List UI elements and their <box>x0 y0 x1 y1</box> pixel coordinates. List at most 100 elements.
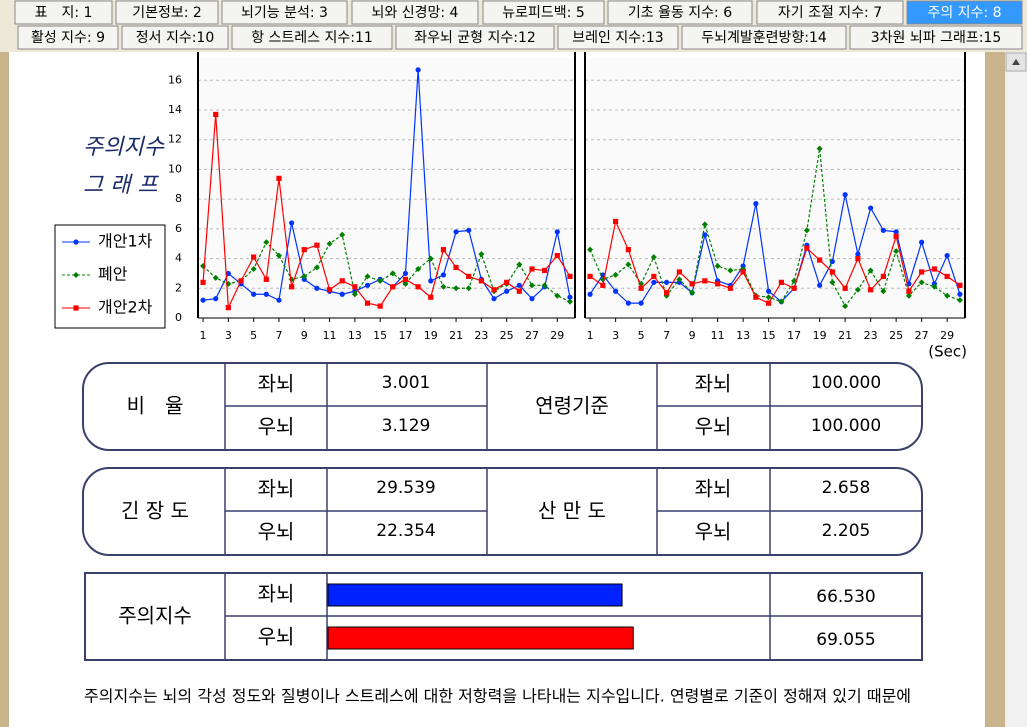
point <box>664 279 670 285</box>
value: 2.205 <box>822 521 871 541</box>
tab[interactable] <box>231 25 393 50</box>
point <box>491 287 497 293</box>
table-label: 산 만 도 <box>538 499 606 523</box>
x-tick-label: 15 <box>762 329 776 342</box>
tab-label[interactable]: 뉴로피드백: 5 <box>502 5 584 21</box>
x-tick-label: 19 <box>424 329 438 342</box>
x-tick-label: 1 <box>200 329 207 342</box>
point <box>613 288 619 294</box>
x-tick-label: 7 <box>275 329 282 342</box>
tab-label[interactable]: 자기 조절 지수: 7 <box>778 5 882 21</box>
tab-label[interactable]: 주의 지수: 8 <box>927 5 1001 21</box>
x-tick-label: 3 <box>612 329 619 342</box>
side-label: 우뇌 <box>695 520 732 544</box>
tab[interactable] <box>681 25 847 50</box>
point <box>740 269 746 275</box>
point <box>528 282 535 289</box>
point <box>689 281 695 287</box>
bar <box>327 626 634 650</box>
point <box>638 285 644 291</box>
tab[interactable] <box>849 25 1023 50</box>
tab[interactable] <box>221 0 348 25</box>
legend-label: 개안2차 <box>98 298 153 317</box>
point <box>880 273 886 279</box>
point <box>504 288 510 294</box>
point <box>854 286 861 293</box>
tab[interactable] <box>906 0 1023 25</box>
tab[interactable] <box>557 25 679 50</box>
tab-label[interactable]: 항 스트레스 지수:11 <box>251 30 373 46</box>
point <box>880 227 886 233</box>
x-tick-label: 13 <box>736 329 750 342</box>
point <box>427 255 434 262</box>
point <box>364 300 371 306</box>
graph-title: 그 래 프 <box>83 173 159 198</box>
tab-label[interactable]: 두뇌계발훈련방향:14 <box>701 30 827 46</box>
point <box>276 175 282 181</box>
tab-label[interactable]: 뇌와 신경망: 4 <box>372 5 459 21</box>
point <box>625 247 631 253</box>
tab-label[interactable]: 좌우뇌 균형 지수:12 <box>414 30 536 46</box>
point <box>868 287 874 293</box>
tab[interactable] <box>115 0 219 25</box>
point <box>893 248 900 255</box>
point <box>829 269 835 275</box>
y-tick-label: 8 <box>175 192 182 205</box>
x-tick-label: 1 <box>587 329 594 342</box>
x-tick-label: 9 <box>301 329 308 342</box>
point <box>402 276 409 282</box>
tab[interactable] <box>395 25 555 50</box>
tab-label[interactable]: 3차원 뇌파 그래프:15 <box>871 30 1002 46</box>
tab-label[interactable]: 활성 지수: 9 <box>31 30 105 46</box>
point <box>855 251 861 257</box>
point <box>453 264 459 271</box>
tab[interactable] <box>121 25 229 50</box>
point <box>766 288 772 294</box>
tab[interactable] <box>17 25 119 50</box>
point <box>313 264 320 271</box>
point <box>778 279 784 285</box>
tab-label[interactable]: 브레인 지수:13 <box>572 30 663 46</box>
x-tick-label: 17 <box>398 329 412 342</box>
point <box>478 251 485 258</box>
plot-area <box>198 58 575 318</box>
tab[interactable] <box>351 0 479 25</box>
side-label: 좌뇌 <box>258 582 295 606</box>
tab-label[interactable]: 뇌기능 분석: 3 <box>241 5 328 21</box>
tab[interactable] <box>756 0 904 25</box>
point <box>931 266 937 272</box>
tab-label[interactable]: 표 지: 1 <box>35 5 93 21</box>
point <box>701 221 708 228</box>
x-tick-label: 19 <box>813 329 827 342</box>
point <box>351 291 358 298</box>
point <box>213 296 219 302</box>
tab[interactable] <box>607 0 753 25</box>
point <box>516 261 523 268</box>
tab-label[interactable]: 정서 지수:10 <box>136 30 215 46</box>
point <box>339 278 345 284</box>
point <box>905 292 912 299</box>
point <box>326 240 333 247</box>
point <box>440 247 447 253</box>
point <box>600 282 606 288</box>
point <box>402 270 409 277</box>
side-label: 좌뇌 <box>695 372 732 396</box>
point <box>638 300 644 306</box>
point <box>428 278 434 284</box>
point <box>276 297 282 303</box>
scrollbar[interactable] <box>1005 52 1027 727</box>
point <box>855 255 861 262</box>
table-label: 연령기준 <box>535 394 609 418</box>
tab-label[interactable]: 기본정보: 2 <box>132 5 202 21</box>
point <box>516 282 522 288</box>
point <box>251 291 257 297</box>
tab-label[interactable]: 기초 율동 지수: 6 <box>628 5 732 21</box>
x-tick-label: 25 <box>500 329 514 342</box>
point <box>906 288 912 294</box>
tab[interactable] <box>482 0 605 25</box>
x-tick-label: 13 <box>348 329 362 342</box>
point <box>326 287 333 293</box>
tab[interactable] <box>14 0 113 25</box>
point <box>829 279 836 286</box>
